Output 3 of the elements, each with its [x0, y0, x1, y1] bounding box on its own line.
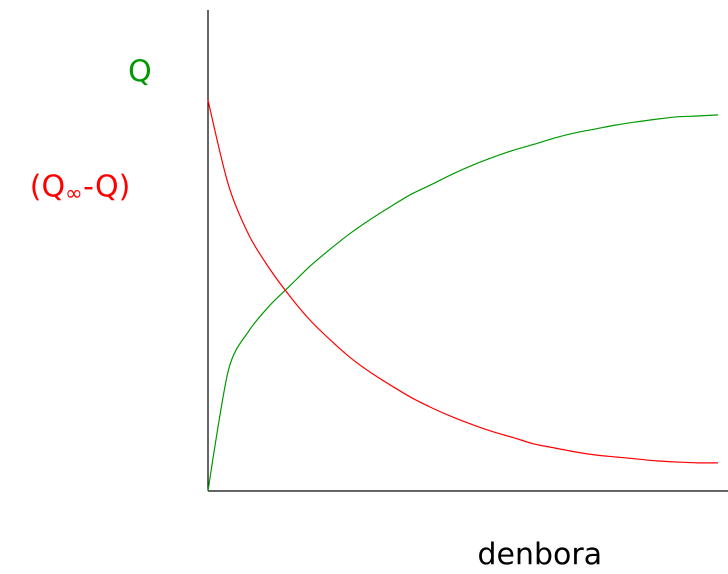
- x-axis-title: denbora: [479, 541, 600, 565]
- text: (Q$_{∞}$-Q): [32, 174, 128, 200]
- text: Q: [130, 58, 150, 86]
